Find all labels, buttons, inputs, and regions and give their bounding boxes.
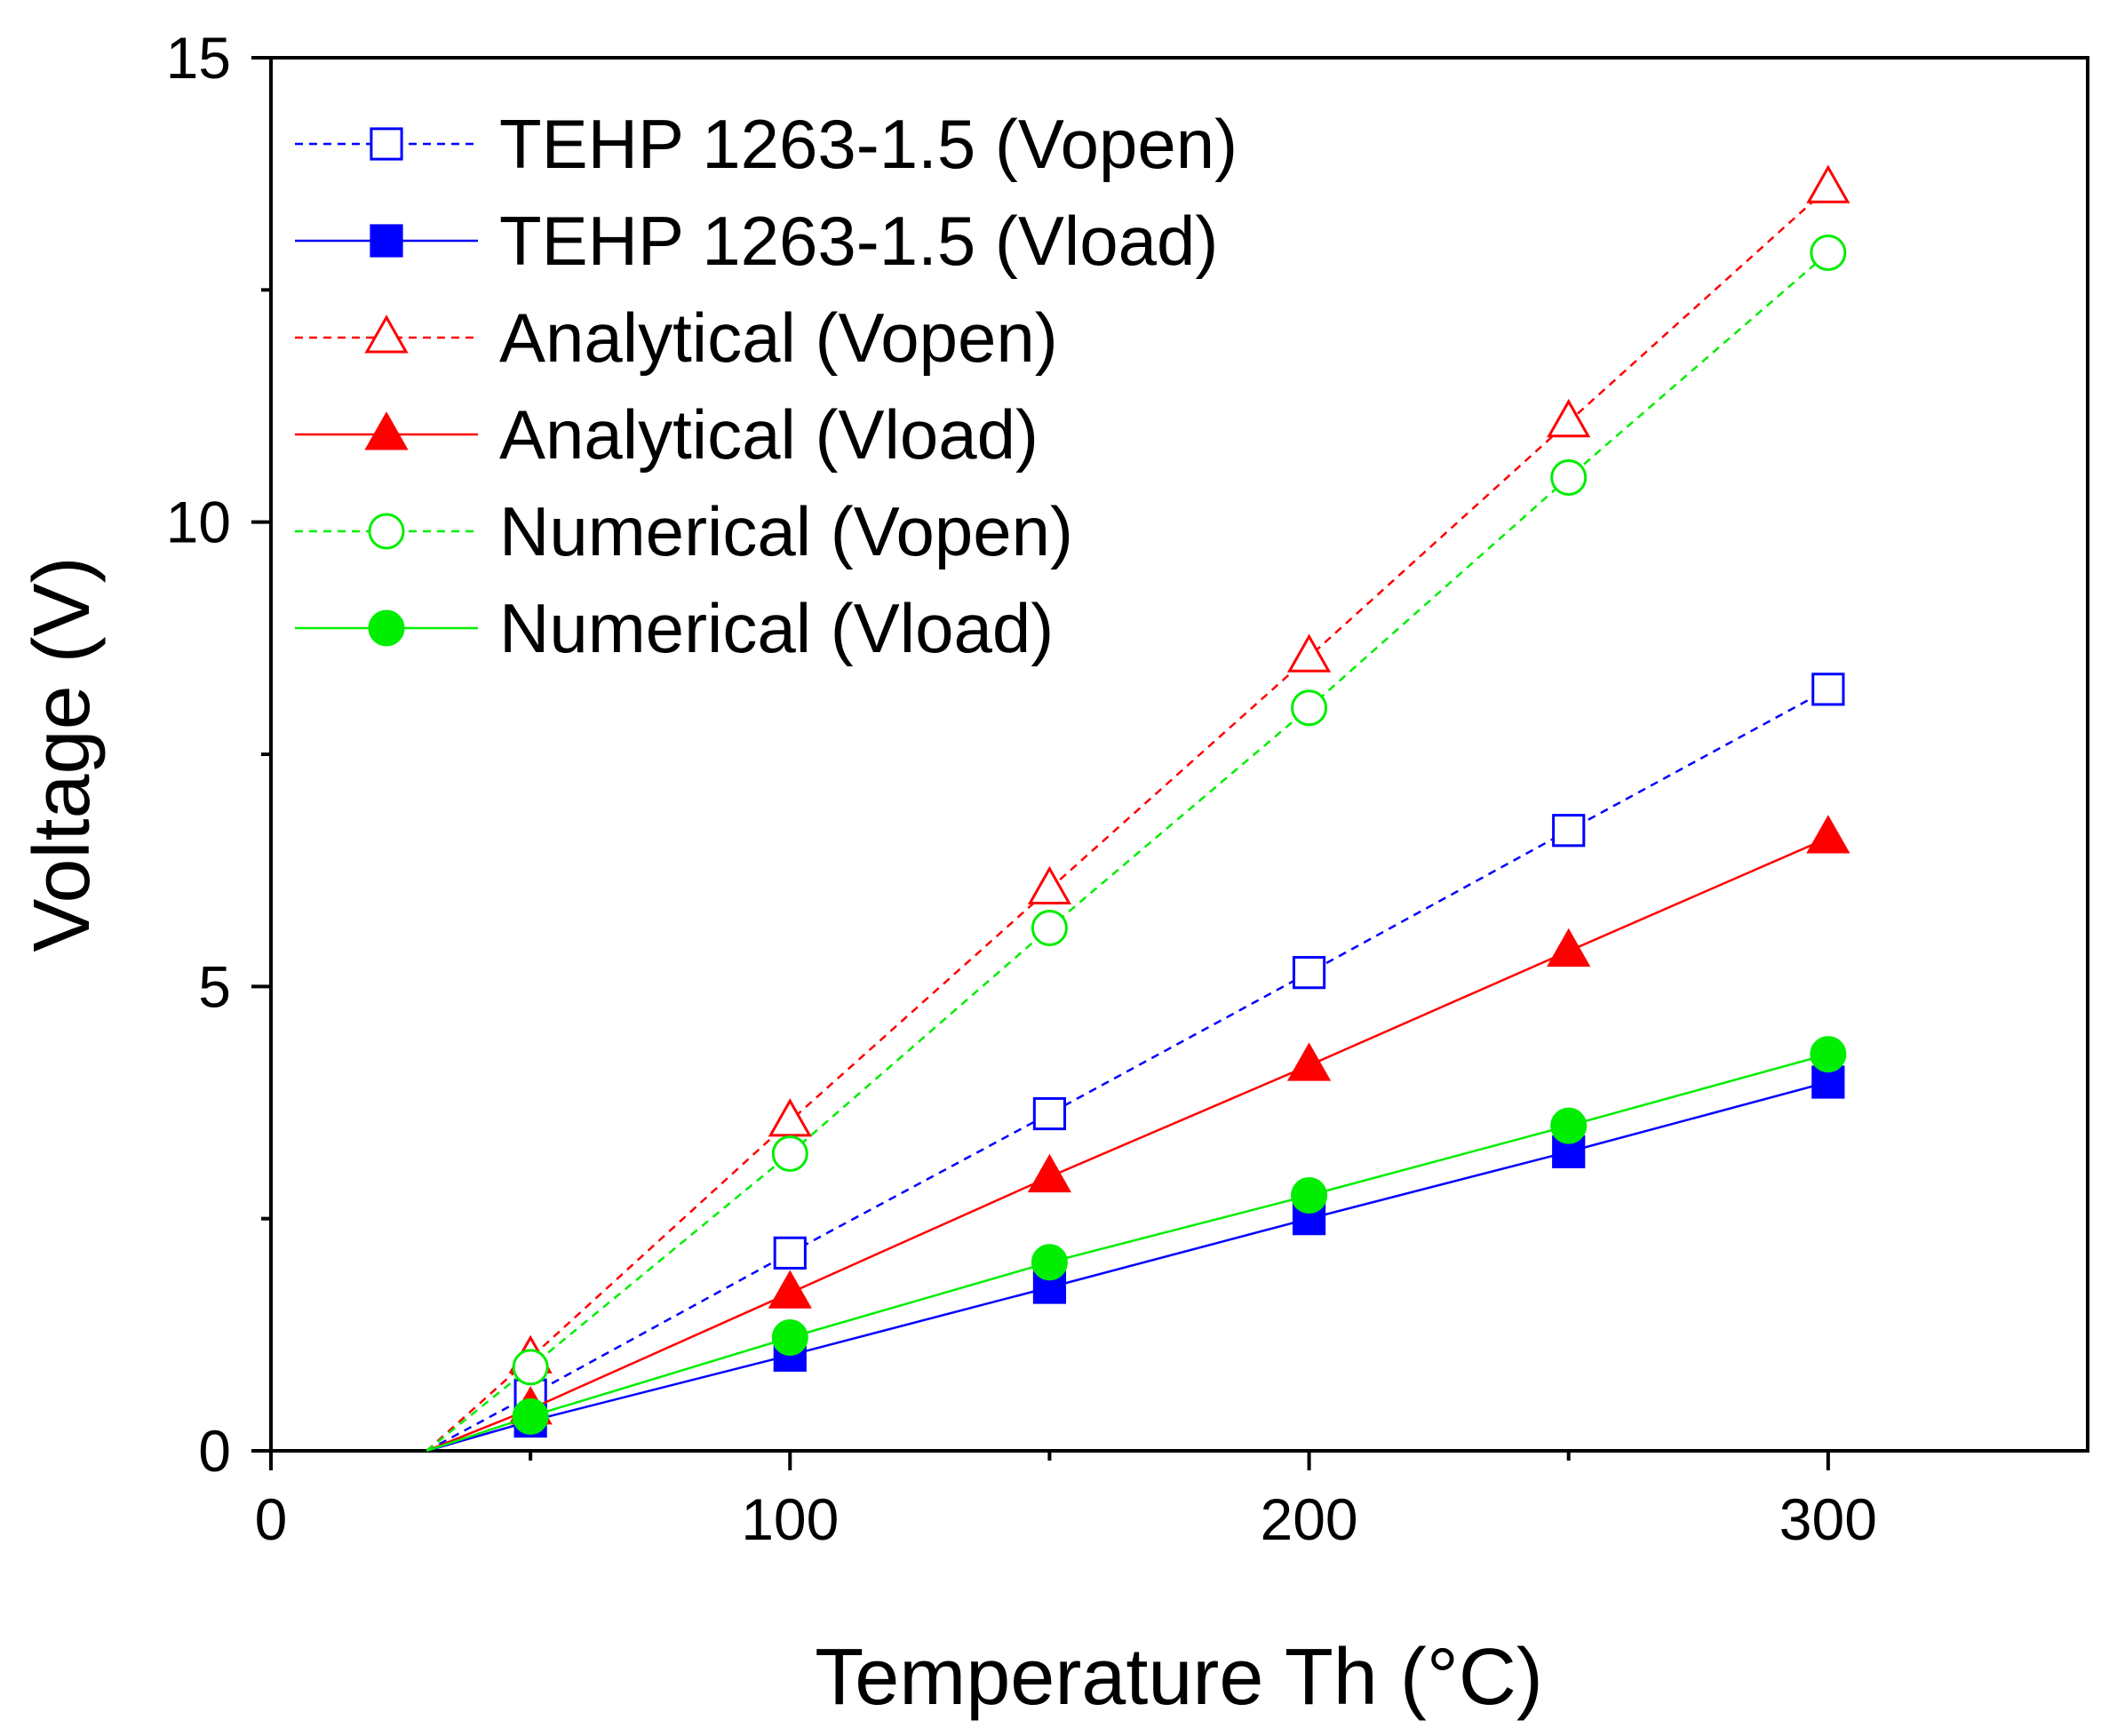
legend-marker (368, 513, 405, 550)
y-tick-label: 15 (166, 25, 231, 91)
data-point (1550, 458, 1588, 496)
data-point (512, 1398, 549, 1435)
data-point (1027, 1153, 1072, 1193)
y-tick-label: 0 (198, 1418, 231, 1484)
series-5 (426, 235, 1847, 1452)
legend-item: TEHP 1263-1.5 (Vload) (295, 202, 1218, 280)
legend-label: TEHP 1263-1.5 (Vopen) (499, 105, 1238, 183)
legend-label: TEHP 1263-1.5 (Vload) (499, 202, 1218, 280)
data-point (771, 1135, 808, 1172)
data-point (1286, 633, 1332, 673)
x-tick-label: 200 (1261, 1486, 1358, 1552)
legend-label: Numerical (Vload) (499, 589, 1054, 667)
data-point (1810, 235, 1847, 272)
series-6 (426, 1036, 1847, 1453)
data-point (1031, 1244, 1068, 1281)
legend-marker (368, 609, 405, 647)
plot-area (269, 56, 2089, 1453)
y-tick-label: 10 (166, 490, 231, 555)
legend-label: Analytical (Vload) (499, 395, 1039, 474)
legend-item: Numerical (Vopen) (295, 492, 1073, 570)
x-tick-label: 300 (1779, 1486, 1877, 1552)
data-point (1810, 1036, 1847, 1073)
data-point (768, 1098, 812, 1137)
data-point (768, 1270, 812, 1309)
data-point (1550, 1107, 1588, 1144)
data-point (1292, 956, 1326, 990)
x-tick-label: 100 (741, 1486, 839, 1552)
legend-marker (364, 315, 409, 354)
legend-marker (364, 411, 409, 450)
data-point (771, 1318, 808, 1356)
series-layer (426, 164, 1850, 1453)
legend-item: TEHP 1263-1.5 (Vopen) (295, 105, 1238, 183)
data-point (1806, 164, 1850, 203)
legend-item: Analytical (Vload) (295, 395, 1039, 474)
data-point (1031, 909, 1068, 946)
data-point (1547, 398, 1591, 438)
legend-item: Analytical (Vopen) (295, 299, 1058, 377)
legend-label: Analytical (Vopen) (499, 299, 1058, 377)
data-point (1811, 673, 1845, 706)
legend-item: Numerical (Vload) (295, 589, 1054, 667)
legend-marker (370, 224, 403, 258)
legend-label: Numerical (Vopen) (499, 492, 1073, 570)
axes-layer: 0 100 200 300 0 5 10 15 (166, 25, 1877, 1552)
data-point (1552, 814, 1586, 848)
x-tick-label: 0 (255, 1486, 288, 1552)
data-point (1032, 1096, 1067, 1131)
data-point (1806, 815, 1850, 854)
data-point (1291, 1177, 1328, 1214)
y-tick-label: 5 (198, 953, 231, 1019)
data-point (1286, 1042, 1332, 1081)
data-point (1027, 865, 1072, 905)
data-point (1291, 689, 1328, 727)
y-axis-title: Voltage (V) (18, 556, 107, 952)
data-point (773, 1236, 807, 1270)
data-point (1547, 928, 1591, 968)
data-point (512, 1349, 549, 1386)
x-axis-title: Temperature Th (°C) (815, 1633, 1543, 1722)
legend: TEHP 1263-1.5 (Vopen) TEHP 1263-1.5 (Vloa… (295, 105, 1238, 667)
legend-marker (370, 127, 403, 161)
